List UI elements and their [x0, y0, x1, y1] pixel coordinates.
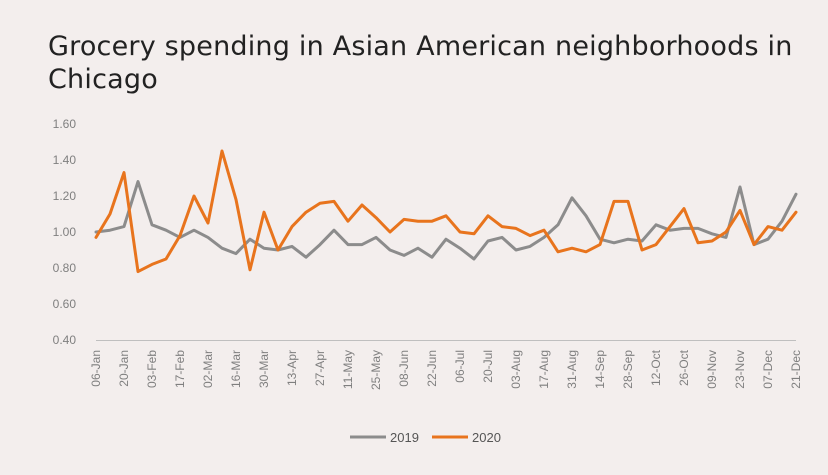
x-axis: 06-Jan 20-Jan 03-Feb 17-Feb 02-Mar 16-Mar 30-M… — [89, 340, 803, 390]
y-tick-label: 0.80 — [53, 261, 77, 275]
x-tick-label: 08-Jun — [397, 350, 411, 387]
x-tick-label: 28-Sep — [621, 350, 635, 389]
x-tick-label: 27-Apr — [313, 350, 327, 386]
legend: 2019 2020 — [350, 430, 501, 445]
legend-label-2020: 2020 — [472, 430, 501, 445]
x-tick-label: 31-Aug — [565, 350, 579, 389]
x-tick-label: 06-Jan — [89, 350, 103, 387]
x-tick-label: 17-Aug — [537, 350, 551, 389]
x-tick-label: 23-Nov — [733, 350, 747, 389]
y-tick-label: 1.60 — [53, 117, 77, 131]
x-tick-label: 20-Jan — [117, 350, 131, 387]
x-tick-label: 03-Aug — [509, 350, 523, 389]
x-tick-label: 09-Nov — [705, 350, 719, 389]
series-line-2019 — [94, 180, 798, 261]
series-layer — [94, 149, 798, 274]
y-tick-label: 1.20 — [53, 189, 77, 203]
x-tick-label: 06-Jul — [453, 350, 467, 383]
x-tick-label: 14-Sep — [593, 350, 607, 389]
x-tick-label: 22-Jun — [425, 350, 439, 387]
x-tick-label: 02-Mar — [201, 350, 215, 388]
x-tick-label: 26-Oct — [677, 349, 691, 386]
y-tick-label: 0.60 — [53, 297, 77, 311]
x-tick-label: 17-Feb — [173, 350, 187, 388]
x-tick-label: 25-May — [369, 350, 383, 390]
y-tick-label: 1.00 — [53, 225, 77, 239]
x-tick-label: 07-Dec — [761, 350, 775, 389]
x-tick-label: 11-May — [341, 350, 355, 389]
y-tick-label: 1.40 — [53, 153, 77, 167]
y-tick-label: 0.40 — [53, 333, 77, 347]
x-tick-label: 13-Apr — [285, 350, 299, 386]
x-tick-label: 30-Mar — [257, 350, 271, 388]
x-tick-label: 12-Oct — [649, 349, 663, 386]
legend-label-2019: 2019 — [390, 430, 419, 445]
x-tick-label: 16-Mar — [229, 350, 243, 388]
x-tick-label: 03-Feb — [145, 350, 159, 388]
x-tick-label: 21-Dec — [789, 350, 803, 389]
chart-title: Grocery spending in Asian American neigh… — [48, 31, 793, 95]
series-line-2020 — [94, 149, 798, 274]
x-tick-label: 20-Jul — [481, 350, 495, 383]
y-axis: 0.40 0.60 0.80 1.00 1.20 1.40 1.60 — [53, 117, 77, 347]
